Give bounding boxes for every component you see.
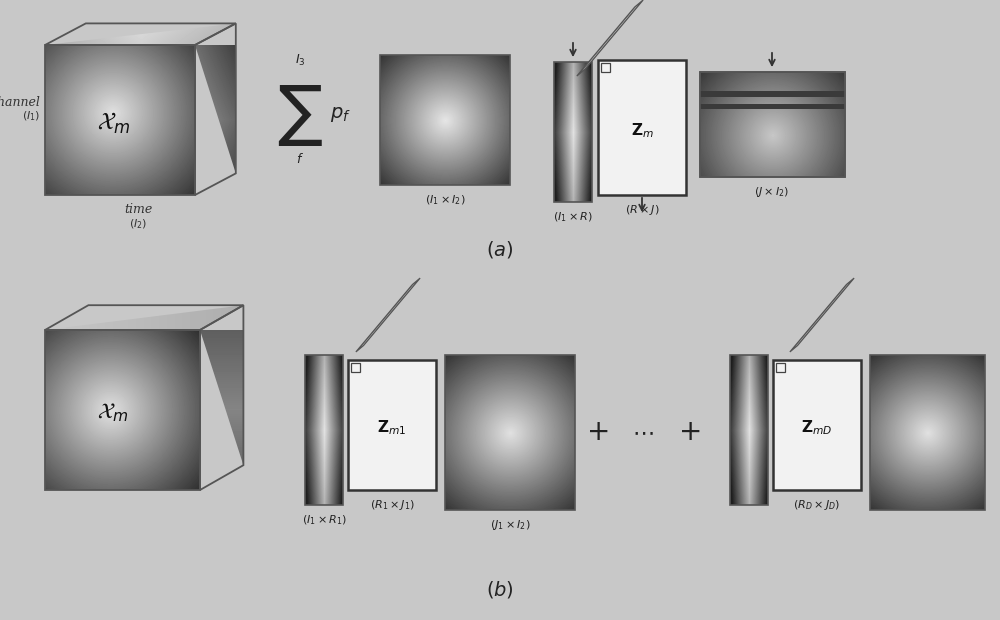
Bar — [45, 45, 195, 195]
Text: channel: channel — [0, 95, 40, 108]
Text: $p_f$: $p_f$ — [330, 105, 351, 125]
Text: $(J\times I_2)$: $(J\times I_2)$ — [754, 185, 790, 199]
Text: $+$: $+$ — [586, 418, 608, 446]
Bar — [601, 63, 610, 72]
Text: $(R_1\times J_1)$: $(R_1\times J_1)$ — [370, 498, 414, 512]
Text: $\mathbf{Z}_{m1}$: $\mathbf{Z}_{m1}$ — [377, 418, 407, 437]
Bar — [45, 330, 200, 490]
Text: $(R_D\times J_D)$: $(R_D\times J_D)$ — [793, 498, 841, 512]
Text: $(R\times J)$: $(R\times J)$ — [625, 203, 659, 217]
Bar — [598, 60, 686, 195]
Text: $+$: $+$ — [678, 418, 700, 446]
Text: $\mathbf{Z}_m$: $\mathbf{Z}_m$ — [631, 121, 653, 140]
Bar — [870, 355, 985, 510]
Polygon shape — [360, 280, 418, 348]
Text: $I_3$: $I_3$ — [295, 53, 305, 68]
Text: $(b)$: $(b)$ — [486, 580, 514, 601]
Bar — [700, 72, 845, 177]
Bar — [773, 360, 861, 490]
Polygon shape — [356, 283, 414, 352]
Text: $(I_1\times I_2)$: $(I_1\times I_2)$ — [425, 193, 465, 206]
Bar — [730, 355, 768, 505]
Bar — [445, 355, 575, 510]
Polygon shape — [362, 278, 420, 347]
Polygon shape — [581, 2, 640, 73]
Polygon shape — [791, 282, 849, 351]
Text: time: time — [124, 203, 152, 216]
Bar — [554, 62, 592, 202]
Text: $(J_1\times I_2)$: $(J_1\times I_2)$ — [490, 518, 530, 532]
Polygon shape — [578, 5, 638, 75]
Bar — [351, 363, 360, 372]
Polygon shape — [795, 279, 853, 348]
Text: $(I_1\times R)$: $(I_1\times R)$ — [553, 210, 593, 224]
Bar — [380, 55, 510, 185]
Bar — [700, 91, 845, 97]
Text: $\mathbf{Z}_{mD}$: $\mathbf{Z}_{mD}$ — [801, 418, 833, 437]
Polygon shape — [794, 280, 852, 348]
Text: $(I_1)$: $(I_1)$ — [22, 109, 40, 123]
Polygon shape — [358, 281, 416, 350]
Polygon shape — [357, 282, 415, 351]
Bar — [700, 72, 845, 177]
Polygon shape — [792, 281, 850, 350]
Text: $\cdots$: $\cdots$ — [632, 422, 654, 442]
Bar — [348, 360, 436, 490]
Polygon shape — [361, 279, 419, 348]
Text: $\sum$: $\sum$ — [277, 82, 323, 148]
Text: $f$: $f$ — [296, 152, 304, 166]
Bar — [305, 355, 343, 505]
Text: $(I_2)$: $(I_2)$ — [129, 217, 147, 231]
Polygon shape — [796, 278, 854, 347]
Bar — [776, 363, 785, 372]
Bar — [700, 104, 845, 109]
Polygon shape — [580, 4, 639, 74]
Polygon shape — [790, 283, 848, 352]
Polygon shape — [582, 1, 642, 71]
Text: $\mathcal{X}_m$: $\mathcal{X}_m$ — [97, 110, 131, 136]
Text: $(a)$: $(a)$ — [486, 239, 514, 260]
Text: $\mathcal{X}_m$: $\mathcal{X}_m$ — [97, 402, 129, 425]
Polygon shape — [577, 6, 636, 76]
Text: $(I_1\times R_1)$: $(I_1\times R_1)$ — [302, 513, 346, 526]
Polygon shape — [584, 0, 643, 70]
